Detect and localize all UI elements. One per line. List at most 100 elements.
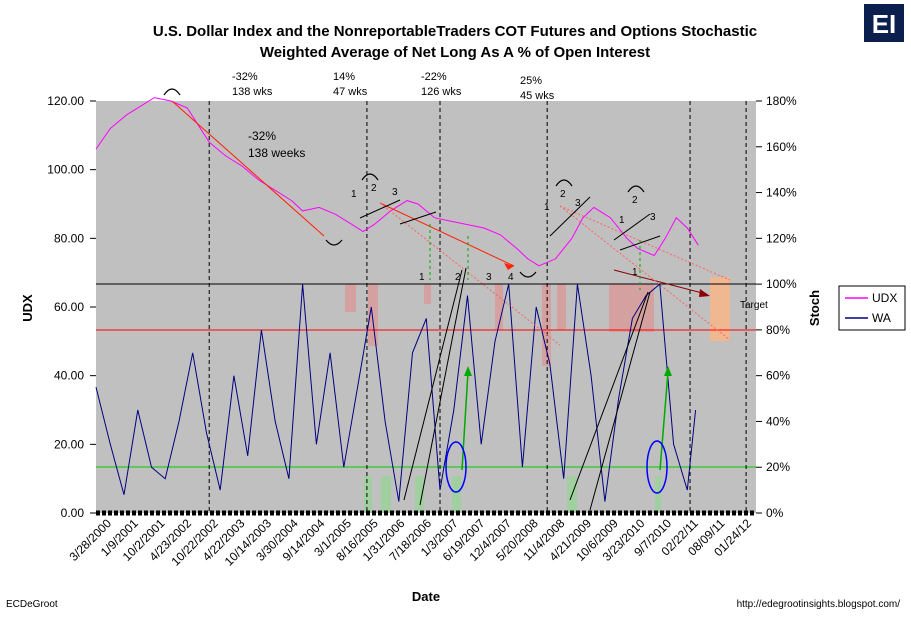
y-tick-label-right: 120%: [766, 231, 797, 245]
wave-label: 1: [419, 272, 425, 283]
y-tick-label-right: 60%: [766, 369, 790, 383]
arrows: [461, 263, 710, 471]
ann-wks4: 45 wks: [520, 90, 555, 102]
blue-circle-1: [445, 441, 467, 493]
ann-pct2: 14%: [333, 71, 355, 83]
wave-label: 1: [632, 267, 638, 278]
ann-wks1: 138 wks: [232, 86, 273, 98]
wave-label: 3: [575, 198, 581, 209]
ann-wks2: 47 wks: [333, 86, 368, 98]
y-tick-label-left: 120.00: [47, 94, 84, 108]
y-tick-label-right: 80%: [766, 323, 790, 337]
series-line-wa: [95, 283, 697, 502]
series-line-udx: [95, 97, 699, 267]
ann-wks3: 126 wks: [421, 86, 462, 98]
wave-label: 1: [619, 215, 625, 226]
green-arrow-1: [461, 371, 469, 471]
ann-pct3: -22%: [421, 71, 447, 83]
vertical-markers: [208, 101, 747, 513]
green-arrow-head-1: [464, 366, 472, 376]
y-tick-label-left: 20.00: [54, 437, 84, 451]
trend-down-2: [379, 202, 515, 267]
trend-dotted-3: [559, 205, 731, 341]
x-axis-label: Date: [412, 589, 440, 604]
plot-area: [96, 101, 756, 513]
right-axis-ticks: 0% 20% 40% 60% 80% 100% 120% 140% 160% 180%: [756, 94, 797, 520]
trend-black-3: [549, 196, 591, 237]
y-tick-label-left: 0.00: [61, 506, 85, 520]
turn-arrow-icon-5: [555, 179, 573, 187]
legend: UDX WA: [838, 285, 906, 331]
y-tick-label-right: 40%: [766, 414, 790, 428]
trend-black-1: [359, 199, 401, 219]
y-axis-label-right: Stoch: [807, 290, 822, 326]
red-shade-1: [345, 284, 356, 312]
y-tick-label-right: 0%: [766, 506, 784, 520]
turn-arrow-icon-4: [519, 271, 537, 278]
wave-label: 2: [560, 189, 566, 200]
legend-box: [838, 285, 906, 331]
trend-black-7: [589, 291, 651, 511]
trend-lines: [171, 100, 731, 511]
wave-label: 2: [371, 183, 377, 194]
legend-udx-label: UDX: [872, 291, 897, 305]
red-shade-3: [424, 284, 431, 304]
red-shade-6: [557, 284, 566, 330]
y-tick-label-right: 100%: [766, 277, 797, 291]
y-tick-label-left: 80.00: [54, 231, 84, 245]
wave-labels: 1 2 3 1 2 3 4 1 2 3 1 2 3 1: [351, 183, 656, 283]
wave-label: 2: [455, 272, 461, 283]
wave-label: 4: [508, 272, 514, 283]
y-tick-label-left: 60.00: [54, 300, 84, 314]
arrow-head-red: [504, 263, 514, 270]
green-shade-6: [655, 476, 661, 513]
left-axis-ticks: 0.00 20.00 40.00 60.00 80.00 100.00 120.00: [47, 94, 96, 520]
wave-label: 3: [650, 212, 656, 223]
y-axis-label-left: UDX: [20, 294, 35, 322]
turn-icons: [163, 88, 645, 278]
green-shade-3: [415, 476, 424, 513]
turn-arrow-icon-2: [325, 239, 343, 246]
blue-circle-2: [646, 440, 668, 494]
y-tick-label-right: 140%: [766, 186, 797, 200]
green-arrow-head-2: [664, 366, 672, 376]
trend-down-1: [171, 100, 325, 237]
logo-text: EI: [872, 9, 897, 39]
legend-wa-label: WA: [872, 311, 891, 325]
green-arrow-2: [659, 371, 669, 471]
wave-label: 3: [486, 272, 492, 283]
red-shade-4: [495, 284, 503, 330]
y-tick-label-left: 100.00: [47, 163, 84, 177]
footer-right: http://edegrootinsights.blogspot.com/: [737, 599, 901, 610]
y-tick-label-right: 180%: [766, 94, 797, 108]
footer-left: ECDeGroot: [6, 599, 58, 610]
trend-down-3: [613, 269, 707, 295]
green-shade-2: [381, 476, 391, 513]
chart-title-line1: U.S. Dollar Index and the NonreportableT…: [153, 23, 757, 40]
wave-label: 2: [632, 195, 638, 206]
annotations: -32% 138 wks 14% 47 wks -22% 126 wks 25%…: [232, 71, 768, 311]
ann-pct1: -32%: [232, 71, 258, 83]
y-tick-label-right: 160%: [766, 140, 797, 154]
red-shade-5: [542, 284, 551, 366]
turn-arrow-icon-6: [627, 185, 645, 193]
ann-target: Target: [740, 300, 768, 311]
wave-label: 3: [392, 187, 398, 198]
highlight-regions: [345, 277, 730, 513]
ann-inner-weeks: 138 weeks: [248, 146, 305, 160]
trend-dotted-2: [559, 205, 731, 281]
green-shade-1: [364, 476, 372, 513]
chart-title-line2: Weighted Average of Net Long As A % of O…: [260, 44, 650, 61]
wave-label: 1: [544, 202, 550, 213]
y-tick-label-left: 40.00: [54, 369, 84, 383]
trend-black-2: [399, 211, 437, 225]
ann-inner-pct: -32%: [248, 129, 276, 143]
arrow-head-darkred: [699, 289, 710, 297]
red-shade-2: [368, 284, 378, 346]
trend-black-6: [403, 269, 463, 501]
y-tick-label-right: 20%: [766, 460, 790, 474]
x-axis-ticks: 3/28/20001/9/200110/2/20014/23/200210/22…: [66, 516, 754, 569]
green-shade-4: [452, 476, 461, 513]
ei-logo: EI: [864, 4, 904, 42]
